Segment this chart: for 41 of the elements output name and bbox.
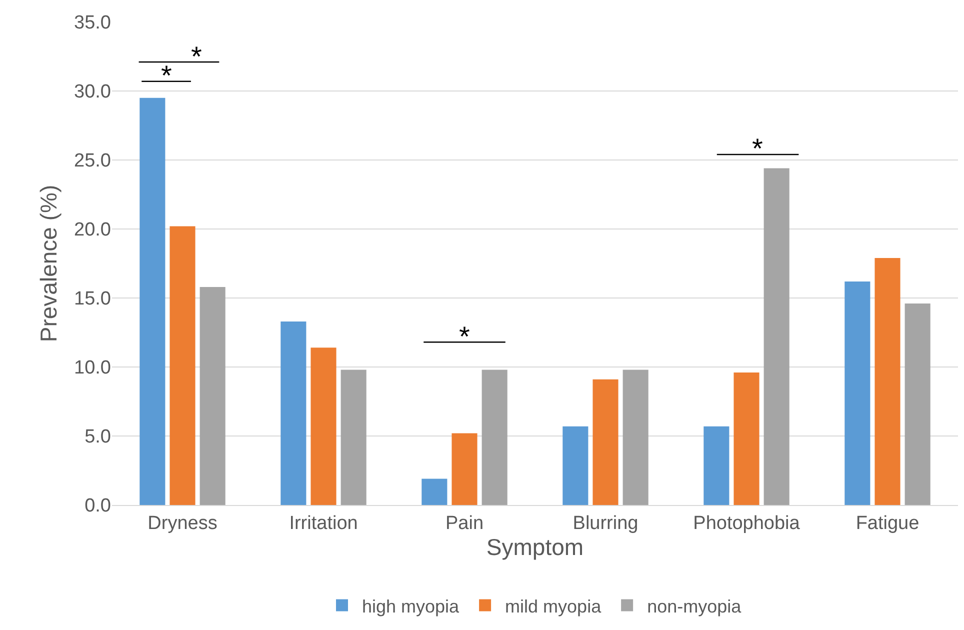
y-tick-label: 0.0 [84, 496, 111, 517]
y-tick-label: 25.0 [74, 150, 111, 172]
bar [170, 226, 196, 505]
annotation: * [161, 60, 172, 91]
x-tick-label: Dryness [148, 512, 218, 534]
bar [844, 281, 870, 505]
y-tick-label: 35.0 [74, 12, 111, 34]
x-tick-label: Irritation [289, 512, 358, 534]
x-tick-label: Photophobia [693, 512, 800, 534]
y-tick-label: 15.0 [74, 288, 111, 310]
annotation: * [752, 133, 763, 164]
y-tick-label: 20.0 [74, 220, 111, 241]
legend-label: mild myopia [505, 596, 602, 616]
bar [562, 426, 588, 505]
x-tick-label: Blurring [572, 512, 638, 534]
legend-label: high myopia [362, 596, 460, 616]
bar [592, 379, 618, 505]
bar [422, 478, 448, 505]
bar [200, 286, 226, 505]
bar [340, 370, 366, 505]
legend-label: non-myopia [647, 596, 742, 616]
x-tick-label: Fatigue [856, 512, 920, 534]
bar [904, 304, 930, 505]
bar [734, 372, 760, 505]
bar [140, 98, 166, 505]
bar [874, 258, 900, 505]
bar [482, 370, 508, 505]
annotation: * [191, 41, 202, 72]
bar [310, 348, 336, 505]
y-tick-label: 5.0 [84, 426, 111, 448]
x-axis-title: Symptom [486, 534, 584, 560]
y-axis-title: Prevalence (%) [35, 184, 62, 342]
bar [452, 433, 478, 505]
bar [622, 370, 648, 505]
y-tick-label: 30.0 [74, 82, 111, 103]
bar [764, 168, 790, 505]
x-tick-label: Pain [445, 512, 484, 534]
y-tick-label: 10.0 [74, 358, 111, 379]
bar [704, 426, 730, 505]
bar [280, 321, 306, 505]
annotation: * [459, 321, 470, 352]
